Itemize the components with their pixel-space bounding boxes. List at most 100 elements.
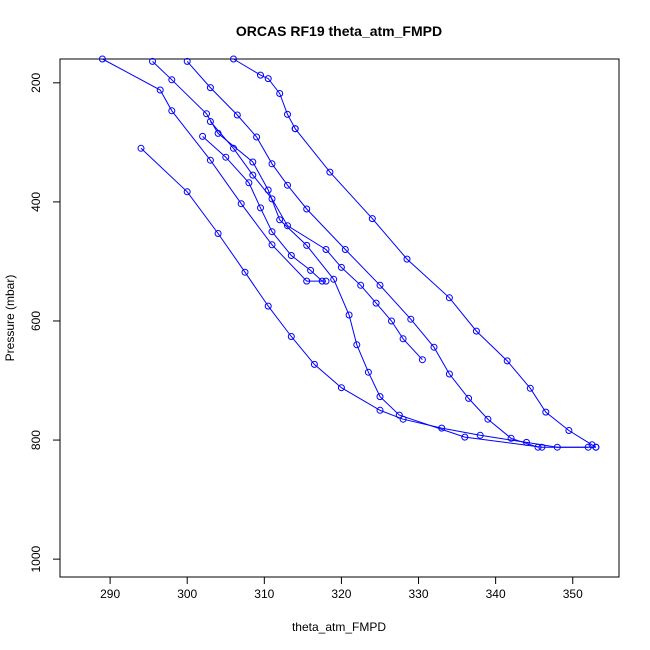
data-point [276,90,284,97]
data-point [376,393,384,401]
data-point [357,281,365,289]
data-point [284,181,291,189]
series-line [233,58,597,448]
data-point [98,55,106,63]
data-point [465,394,473,402]
data-point [257,204,264,212]
series-6 [199,132,326,285]
data-point [445,294,453,302]
x-tick-label: 330 [409,587,429,601]
data-point [257,71,264,79]
series-line [152,61,589,448]
data-point [388,317,395,325]
data-point [230,144,237,152]
y-tick-label: 1000 [29,545,43,572]
data-point [183,188,191,196]
data-point [345,311,353,319]
data-point [407,315,415,323]
data-point [249,158,257,166]
x-tick-label: 300 [177,587,197,601]
y-tick-label: 800 [29,430,43,450]
data-point [353,341,361,349]
data-point [318,277,326,285]
data-point [264,302,272,310]
data-point [268,160,276,168]
data-point [326,168,334,176]
data-point [264,75,272,83]
x-axis: 290 300 310 320 330 340 350 [100,577,583,601]
data-point [268,241,276,249]
data-point [245,179,253,187]
series-4 [183,57,542,451]
y-axis: 200 400 600 800 1000 [29,72,60,572]
data-point [445,370,453,378]
data-point [430,343,438,351]
data-point [592,443,600,451]
x-tick-label: 310 [254,587,274,601]
data-point [538,443,546,451]
data-point [310,360,318,368]
data-point [268,195,276,203]
data-point [364,368,372,376]
data-point [284,222,291,230]
series-line [202,136,323,282]
data-point [461,433,469,441]
data-point [137,144,145,152]
x-tick-label: 350 [563,587,583,601]
data-point [287,333,295,340]
data-point [534,443,542,451]
data-point [249,171,257,179]
data-point [253,133,261,141]
data-point [149,57,156,65]
data-point [376,406,384,414]
data-point [303,205,311,213]
data-point [322,246,330,253]
data-point [156,86,164,94]
data-point [399,335,407,343]
data-point [403,255,411,263]
data-point [368,215,376,223]
data-point [484,415,492,423]
data-point [565,427,573,434]
series-5 [230,55,600,451]
data-point [337,384,345,392]
data-point [222,153,230,161]
plot-area [98,55,600,451]
data-point [418,356,426,364]
series-3 [149,57,592,451]
data-point [291,125,299,133]
series-line [102,58,326,282]
data-point [341,246,349,253]
data-point [268,228,276,236]
x-tick-label: 340 [486,587,506,601]
data-point [303,241,311,249]
data-point [276,216,284,224]
data-point [287,252,295,259]
data-point [203,110,210,118]
data-point [206,84,214,92]
y-tick-label: 200 [29,72,43,92]
data-point [237,200,245,208]
x-tick-label: 320 [331,587,351,601]
data-point [284,110,291,118]
data-point [376,281,384,289]
series-line [140,147,596,448]
x-tick-label: 290 [100,587,120,601]
data-point [199,132,207,140]
data-point [241,268,249,276]
data-point [322,277,330,285]
data-point [542,408,550,416]
y-tick-label: 600 [29,311,43,331]
data-point [330,275,338,283]
data-point [372,299,380,307]
data-point [206,118,214,125]
series-7 [206,118,426,364]
x-axis-label: theta_atm_FMPD [292,620,386,634]
data-point [230,55,237,63]
data-point [303,277,311,285]
y-tick-label: 400 [29,192,43,212]
data-point [584,443,592,451]
data-point [307,266,315,274]
data-point [168,107,176,115]
